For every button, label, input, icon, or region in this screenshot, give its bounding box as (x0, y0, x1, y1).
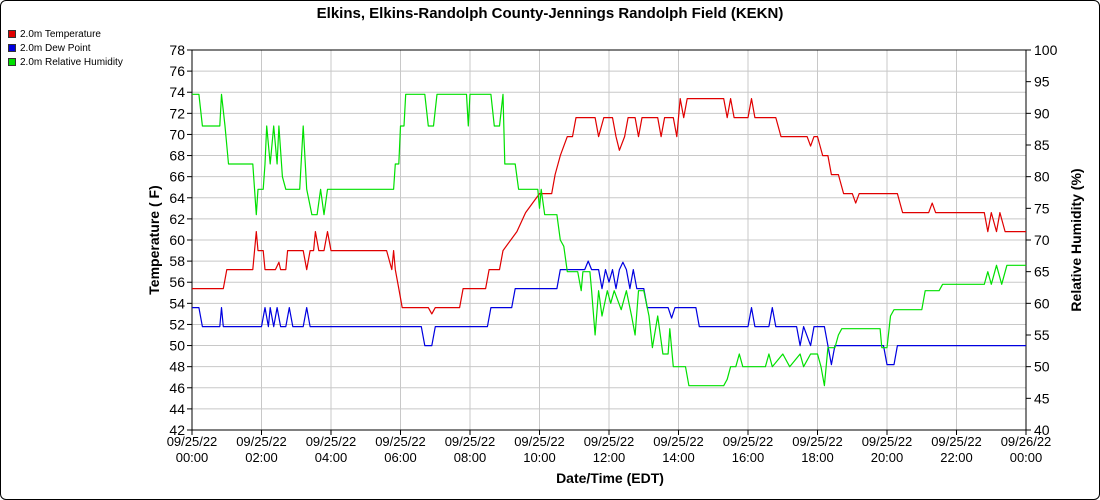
y-left-tick-label: 46 (169, 380, 185, 396)
plot-area-border (191, 49, 1027, 431)
y-left-tick-label: 72 (169, 105, 185, 121)
x-tick-label-date: 09/25/22 (931, 434, 982, 449)
y-left-tick-label: 50 (169, 338, 185, 354)
y-right-tick-label: 55 (1034, 327, 1050, 343)
y-right-tick-label: 90 (1034, 105, 1050, 121)
legend-item-humidity: 2.0m Relative Humidity (8, 55, 123, 69)
y-right-tick-label: 70 (1034, 232, 1050, 248)
x-tick-label-date: 09/25/22 (584, 434, 635, 449)
x-tick-label-time: 12:00 (593, 450, 626, 465)
x-tick-label-time: 20:00 (871, 450, 904, 465)
y-right-tick-label: 65 (1034, 264, 1050, 280)
y-left-tick-label: 74 (169, 84, 185, 100)
x-tick-label-time: 02:00 (245, 450, 278, 465)
x-tick-label-date: 09/25/22 (862, 434, 913, 449)
x-tick-label-time: 18:00 (801, 450, 834, 465)
x-tick-label-date: 09/26/22 (1001, 434, 1052, 449)
x-tick-label-date: 09/25/22 (653, 434, 704, 449)
y-left-tick-label: 78 (169, 42, 185, 58)
x-tick-label-time: 04:00 (315, 450, 348, 465)
x-tick-label-time: 14:00 (662, 450, 695, 465)
y-right-tick-label: 45 (1034, 390, 1050, 406)
x-tick-label-time: 06:00 (384, 450, 417, 465)
y-right-tick-label: 50 (1034, 359, 1050, 375)
x-tick-label-time: 22:00 (940, 450, 973, 465)
x-tick-label-time: 10:00 (523, 450, 556, 465)
y-right-tick-label: 75 (1034, 200, 1050, 216)
x-tick-label-date: 09/25/22 (167, 434, 218, 449)
legend-swatch-dew-point (8, 44, 16, 52)
y-axis-right-label: Relative Humidity (%) (1068, 168, 1084, 312)
y-left-tick-label: 60 (169, 232, 185, 248)
y-left-tick-label: 54 (169, 295, 185, 311)
chart-title: Elkins, Elkins-Randolph County-Jennings … (316, 5, 784, 22)
x-tick-label-date: 09/25/22 (236, 434, 287, 449)
x-tick-label-time: 00:00 (176, 450, 209, 465)
x-tick-label-date: 09/25/22 (792, 434, 843, 449)
y-left-tick-label: 62 (169, 211, 185, 227)
x-tick-label-time: 16:00 (732, 450, 765, 465)
y-left-tick-label: 58 (169, 253, 185, 269)
x-tick-label-time: 00:00 (1010, 450, 1043, 465)
legend-label-humidity: 2.0m Relative Humidity (20, 56, 123, 68)
x-tick-label-date: 09/25/22 (723, 434, 774, 449)
y-left-tick-label: 42 (169, 422, 185, 438)
legend: 2.0m Temperature 2.0m Dew Point 2.0m Rel… (8, 27, 123, 69)
y-left-tick-label: 70 (169, 126, 185, 142)
y-left-tick-label: 68 (169, 148, 185, 164)
series-line-2-0m-temperature (192, 97, 1026, 315)
y-right-tick-label: 80 (1034, 169, 1050, 185)
series-line-2-0m-dew-point (192, 260, 1026, 366)
x-tick-label-date: 09/25/22 (375, 434, 426, 449)
y-left-tick-label: 52 (169, 316, 185, 332)
legend-label-temperature: 2.0m Temperature (20, 28, 101, 40)
x-axis-label: Date/Time (EDT) (556, 470, 664, 486)
y-left-tick-label: 44 (169, 401, 185, 417)
x-tick-label-date: 09/25/22 (445, 434, 496, 449)
series-line-2-0m-relative-humidity (192, 93, 1026, 387)
y-right-tick-label: 100 (1034, 42, 1058, 58)
y-right-tick-label: 95 (1034, 74, 1050, 90)
y-right-tick-label: 60 (1034, 295, 1050, 311)
y-left-tick-label: 48 (169, 359, 185, 375)
legend-label-dew-point: 2.0m Dew Point (20, 42, 91, 54)
y-left-tick-label: 66 (169, 169, 185, 185)
y-left-tick-label: 76 (169, 63, 185, 79)
y-left-tick-label: 56 (169, 274, 185, 290)
legend-item-dew-point: 2.0m Dew Point (8, 41, 123, 55)
legend-swatch-humidity (8, 58, 16, 66)
y-right-tick-label: 40 (1034, 422, 1050, 438)
legend-swatch-temperature (8, 30, 16, 38)
legend-item-temperature: 2.0m Temperature (8, 27, 123, 41)
y-right-tick-label: 85 (1034, 137, 1050, 153)
x-tick-label-time: 08:00 (454, 450, 487, 465)
y-left-tick-label: 64 (169, 190, 185, 206)
y-axis-left-label: Temperature ( F) (146, 185, 162, 295)
x-tick-label-date: 09/25/22 (306, 434, 357, 449)
x-tick-label-date: 09/25/22 (514, 434, 565, 449)
